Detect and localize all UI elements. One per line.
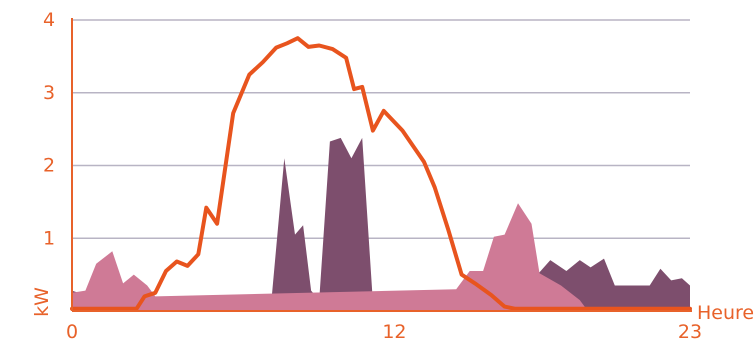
axes	[71, 18, 692, 312]
area-series-area_pink	[72, 203, 588, 311]
y-tick-label-2: 2	[43, 155, 55, 177]
area-series	[72, 137, 690, 311]
line-series	[70, 36, 692, 311]
y-tick-label-4: 4	[43, 9, 55, 31]
line-series	[70, 36, 692, 311]
y-tick-label-1: 1	[43, 227, 55, 249]
x-tick-label-0: 0	[66, 321, 78, 343]
grid-lines	[72, 19, 690, 240]
area-series-area_purple	[72, 137, 690, 311]
x-tick-label-12: 12	[382, 321, 406, 343]
x-axis-label: Heure	[697, 302, 754, 324]
x-tick-label-23: 23	[678, 321, 702, 343]
y-tick-label-3: 3	[43, 82, 55, 104]
y-axis-label: kW	[31, 287, 53, 317]
